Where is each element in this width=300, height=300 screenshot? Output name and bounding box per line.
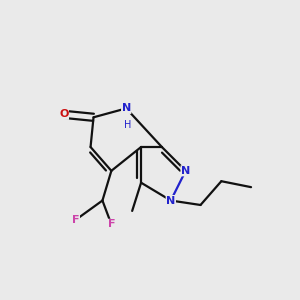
- Text: N: N: [122, 103, 131, 113]
- Text: N: N: [166, 196, 176, 206]
- Text: H: H: [124, 120, 131, 130]
- Text: F: F: [72, 215, 80, 225]
- Text: O: O: [59, 109, 68, 119]
- Text: F: F: [108, 219, 115, 229]
- Text: N: N: [181, 166, 190, 176]
